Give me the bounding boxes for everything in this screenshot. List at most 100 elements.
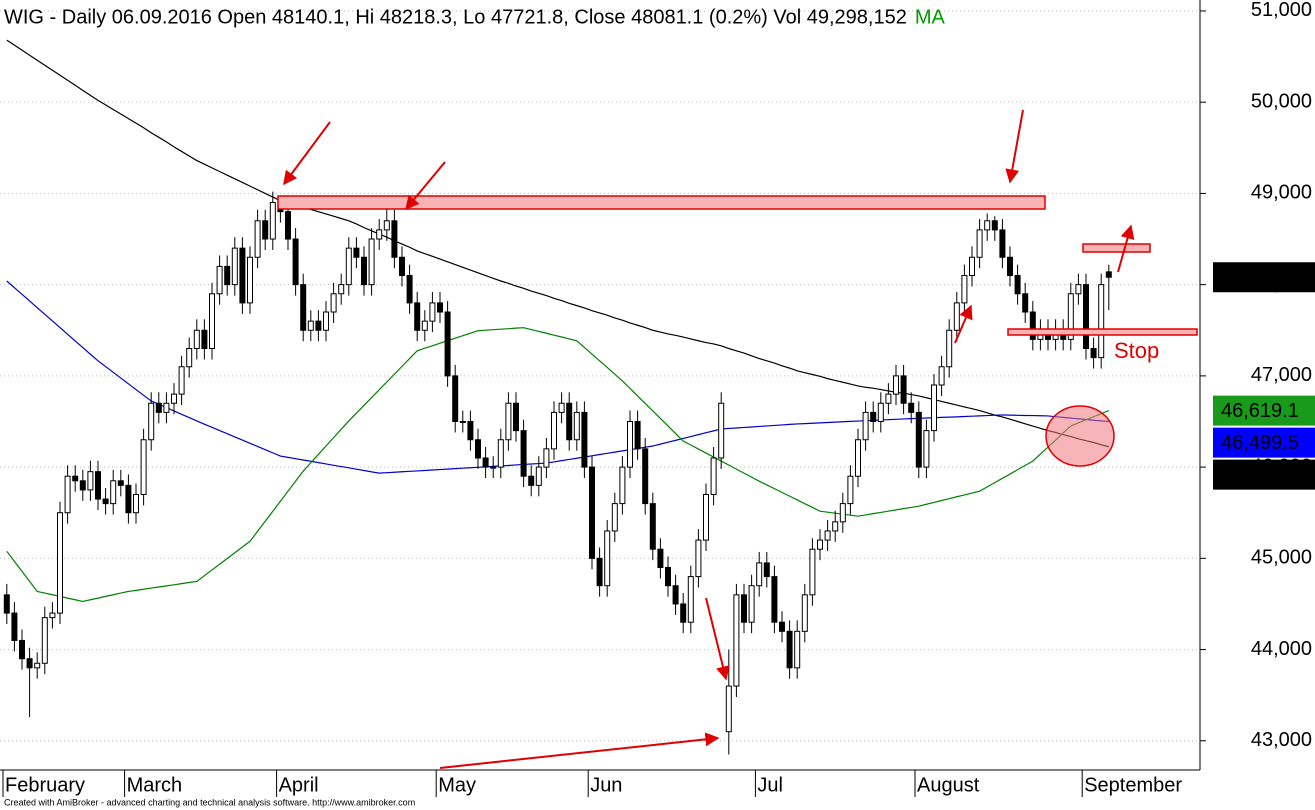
candle-body — [140, 439, 147, 495]
x-tick-label: Jul — [757, 774, 783, 796]
candle-body — [117, 480, 124, 486]
candle-body — [376, 229, 383, 240]
grid — [0, 10, 1200, 742]
arrow — [283, 121, 331, 186]
candle-body — [581, 411, 588, 468]
candle-body — [72, 475, 79, 482]
candle-body — [171, 393, 177, 404]
candle-body — [999, 229, 1006, 258]
arrow — [1117, 224, 1135, 273]
candle-body — [490, 466, 497, 469]
candle-body — [634, 420, 641, 450]
candle-body — [1075, 284, 1082, 295]
arrow — [439, 732, 720, 769]
candle-body — [1014, 275, 1021, 295]
candle-body — [383, 220, 390, 231]
candle-body — [254, 220, 261, 258]
candle-body — [589, 466, 595, 559]
candle-body — [893, 375, 899, 395]
x-tick-label: March — [127, 774, 183, 796]
candle-body — [26, 658, 33, 669]
arrow — [705, 597, 730, 681]
candle-body — [262, 220, 269, 240]
chart-title: WIG - Daily 06.09.2016 Open 48140.1, Hi … — [4, 6, 907, 28]
price-label: 48,081.1 — [1221, 267, 1299, 289]
candle-body — [953, 302, 960, 331]
candle-body — [201, 329, 208, 350]
candle-body — [672, 585, 679, 605]
candle-body — [193, 329, 200, 350]
candle-body — [771, 576, 778, 623]
candle-body — [1067, 293, 1074, 340]
candle-body — [269, 202, 276, 240]
candle-body — [680, 603, 687, 623]
candle-body — [763, 562, 770, 578]
indicator-label: MA — [915, 6, 946, 28]
y-tick-label: 44,000 — [1251, 638, 1312, 660]
candle-body — [991, 220, 998, 231]
moving-average — [6, 327, 1110, 603]
candle-body — [847, 475, 854, 505]
x-tick-label: September — [1084, 774, 1182, 796]
candle-body — [133, 493, 139, 514]
candle-body — [976, 229, 983, 258]
candle-body — [95, 471, 101, 500]
price-label: 46,223.1 — [1221, 464, 1299, 486]
candle-body — [1098, 284, 1105, 359]
candle-body — [877, 402, 884, 422]
moving-average — [6, 39, 1109, 448]
candle-body — [429, 302, 436, 322]
candle-body — [566, 402, 573, 441]
candle-body — [741, 594, 747, 623]
x-tick-label: Jun — [590, 774, 622, 796]
candle-body — [619, 466, 626, 505]
price-label: 46,499.5 — [1221, 432, 1299, 454]
candle-body — [558, 402, 565, 413]
candle-body — [969, 256, 975, 277]
candle-body — [414, 302, 421, 331]
crossover-circle — [1045, 405, 1115, 467]
candle-body — [406, 275, 413, 304]
x-tick-label: February — [5, 774, 85, 796]
y-tick-label: 51,000 — [1251, 0, 1312, 21]
y-tick-label: 43,000 — [1251, 729, 1312, 751]
candle-body — [649, 503, 656, 550]
candle-body — [839, 503, 846, 523]
price-label-box — [1213, 262, 1315, 293]
candle-body — [786, 630, 793, 669]
arrow — [954, 304, 973, 344]
candle-body — [908, 402, 915, 413]
candle-body — [307, 320, 314, 331]
candle-body — [497, 439, 504, 468]
candle-body — [870, 411, 877, 422]
candle-body — [551, 411, 557, 450]
moving-average — [6, 280, 1109, 474]
candle-body — [725, 685, 732, 733]
candle-body — [178, 366, 185, 395]
candle-body — [779, 621, 785, 632]
candle-body — [1029, 311, 1036, 340]
resistance-zone — [277, 195, 1046, 210]
candle-body — [801, 594, 808, 632]
candle-body — [186, 348, 193, 368]
moving-averages — [6, 39, 1110, 603]
candle-body — [163, 402, 170, 413]
footer: Created with AmiBroker - advanced charti… — [4, 797, 415, 807]
x-tick-label: May — [438, 774, 476, 796]
candle-body — [239, 247, 246, 304]
candle-body — [642, 448, 649, 505]
candle-body — [961, 275, 968, 304]
candle-body — [604, 530, 611, 587]
candle-body — [535, 466, 542, 486]
candle-body — [528, 475, 535, 486]
candle-body — [452, 375, 459, 422]
candle-body — [1105, 271, 1112, 278]
candle-body — [444, 311, 451, 377]
candle-body — [756, 562, 763, 587]
candle-body — [11, 612, 18, 641]
annotations: Stop — [277, 109, 1198, 769]
candle-body — [353, 247, 360, 258]
candle-body — [155, 402, 162, 413]
candle-body — [1022, 293, 1029, 313]
y-tick-label: 50,000 — [1251, 90, 1312, 112]
